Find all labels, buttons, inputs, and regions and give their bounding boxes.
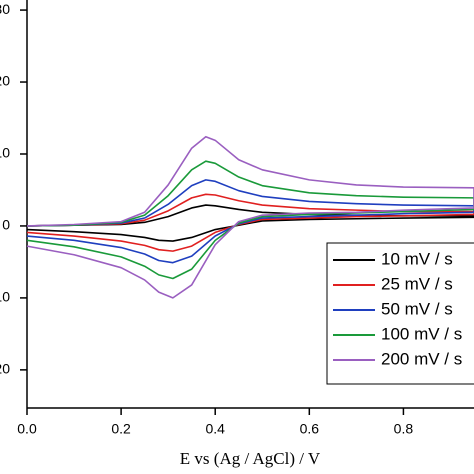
- cv-curve: [26, 135, 474, 299]
- legend-label: 200 mV / s: [381, 349, 462, 368]
- y-tick-label: 30: [0, 1, 10, 17]
- x-tick-label: 0.8: [394, 421, 414, 437]
- y-tick-label: 20: [0, 73, 10, 89]
- y-tick-label: -10: [0, 289, 10, 305]
- x-tick-label: 0.4: [205, 421, 225, 437]
- legend-label: 10 mV / s: [381, 249, 453, 268]
- cv-curve: [26, 204, 474, 242]
- x-tick-label: 0.6: [300, 421, 320, 437]
- x-tick-label: 0.2: [111, 421, 131, 437]
- x-axis-label: E vs (Ag / AgCl) / V: [180, 449, 321, 468]
- legend-label: 50 mV / s: [381, 299, 453, 318]
- cv-curve: [26, 179, 474, 264]
- legend: 10 mV / s 25 mV / s 50 mV / s 100 mV / s 200…: [326, 242, 474, 385]
- legend-label: 100 mV / s: [381, 324, 462, 343]
- y-tick-label: 10: [0, 145, 10, 161]
- cv-curve: [26, 193, 474, 252]
- legend-label: 25 mV / s: [381, 274, 453, 293]
- cv-curve: [26, 160, 474, 280]
- x-tick-label: 0.0: [17, 421, 37, 437]
- y-tick-label: -20: [0, 361, 10, 377]
- y-tick-label: 0: [2, 217, 10, 233]
